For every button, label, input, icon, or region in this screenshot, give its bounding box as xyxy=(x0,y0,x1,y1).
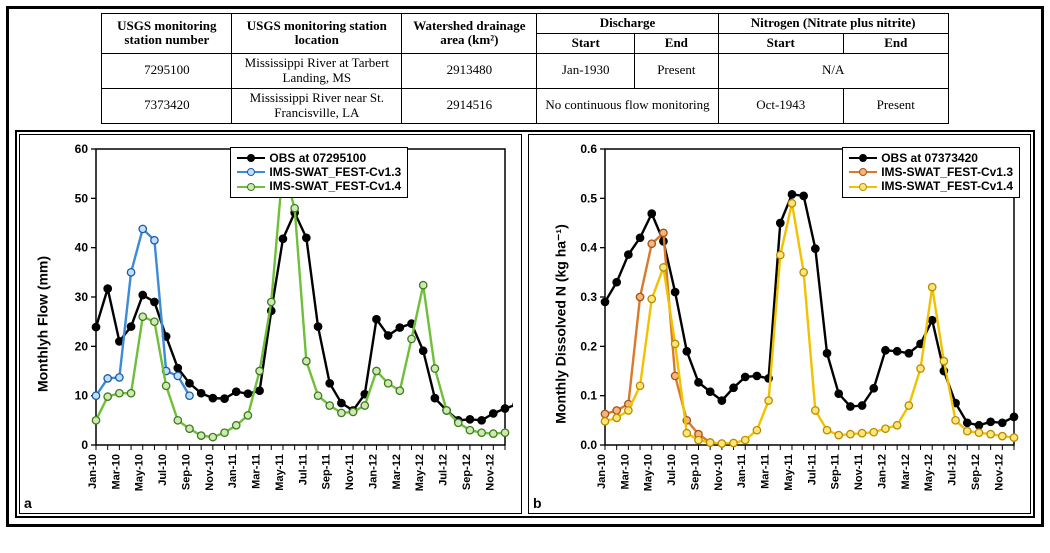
th-nitrogen-end: End xyxy=(843,33,948,53)
svg-text:Jul-10: Jul-10 xyxy=(666,454,678,486)
legend-row: IMS-SWAT_FEST-Cv1.4 xyxy=(849,179,1013,193)
table-row: 7373420 Mississippi River near St. Franc… xyxy=(102,88,948,123)
svg-text:Mar-12: Mar-12 xyxy=(900,454,912,489)
legend-row: IMS-SWAT_FEST-Cv1.3 xyxy=(849,165,1013,179)
svg-text:0.3: 0.3 xyxy=(580,290,597,304)
svg-text:Sep-10: Sep-10 xyxy=(180,454,192,490)
svg-text:60: 60 xyxy=(75,143,89,156)
svg-text:0.6: 0.6 xyxy=(580,143,597,156)
svg-text:Jan-12: Jan-12 xyxy=(367,454,379,489)
cell-d-start: Jan-1930 xyxy=(537,53,635,88)
th-station-location: USGS monitoring station location xyxy=(232,14,402,54)
svg-text:Jan-11: Jan-11 xyxy=(736,454,748,488)
svg-text:May-11: May-11 xyxy=(274,454,286,491)
svg-text:May-10: May-10 xyxy=(643,454,655,491)
cell-num: 7373420 xyxy=(102,88,232,123)
cell-area: 2914516 xyxy=(402,88,537,123)
cell-loc: Mississippi River near St. Francisville,… xyxy=(232,88,402,123)
panel-label-a: a xyxy=(24,495,32,511)
svg-text:0.4: 0.4 xyxy=(580,240,597,254)
svg-text:40: 40 xyxy=(75,240,89,254)
svg-text:Nov-12: Nov-12 xyxy=(484,454,496,491)
svg-text:Nov-10: Nov-10 xyxy=(713,454,725,491)
svg-text:Jul-12: Jul-12 xyxy=(947,454,959,486)
svg-text:30: 30 xyxy=(75,290,89,304)
ylabel-a: Monthlyh Flow (mm) xyxy=(34,256,50,392)
svg-text:Jul-12: Jul-12 xyxy=(438,454,450,486)
svg-text:May-10: May-10 xyxy=(134,454,146,491)
charts-row: a Monthlyh Flow (mm) 0 10 20 30 40 50 60 Jan-10… xyxy=(15,130,1035,518)
th-discharge-end: End xyxy=(635,33,719,53)
svg-text:Nov-10: Nov-10 xyxy=(204,454,216,491)
ylabel-b: Monthly Dissolved N (kg ha⁻¹) xyxy=(552,224,569,424)
legend-row: OBS at 07295100 xyxy=(237,151,401,165)
svg-text:Sep-11: Sep-11 xyxy=(321,454,333,489)
legend-label: IMS-SWAT_FEST-Cv1.3 xyxy=(881,165,1013,179)
svg-text:Nov-11: Nov-11 xyxy=(344,454,356,490)
cell-loc: Mississippi River at Tarbert Landing, MS xyxy=(232,53,402,88)
svg-text:20: 20 xyxy=(75,339,89,353)
cell-area: 2913480 xyxy=(402,53,537,88)
svg-text:Sep-11: Sep-11 xyxy=(830,454,842,489)
svg-text:Jan-10: Jan-10 xyxy=(596,454,608,489)
svg-text:Mar-12: Mar-12 xyxy=(391,454,403,489)
legend-row: OBS at 07373420 xyxy=(849,151,1013,165)
th-nitrogen: Nitrogen (Nitrate plus nitrite) xyxy=(718,14,948,34)
th-discharge: Discharge xyxy=(537,14,718,34)
legend-label: IMS-SWAT_FEST-Cv1.4 xyxy=(269,179,401,193)
legend-label: IMS-SWAT_FEST-Cv1.3 xyxy=(269,165,401,179)
panel-b: b Monthly Dissolved N (kg ha⁻¹) 0.0 0.1 0.… xyxy=(528,134,1031,514)
svg-text:Mar-10: Mar-10 xyxy=(110,454,122,489)
legend-label: OBS at 07295100 xyxy=(269,151,366,165)
legend-row: IMS-SWAT_FEST-Cv1.3 xyxy=(237,165,401,179)
svg-text:10: 10 xyxy=(75,388,89,402)
svg-text:May-12: May-12 xyxy=(414,454,426,491)
legend-label: OBS at 07373420 xyxy=(881,151,978,165)
cell-n-start: Oct-1943 xyxy=(718,88,843,123)
svg-text:Jan-11: Jan-11 xyxy=(227,454,239,488)
svg-text:0.0: 0.0 xyxy=(580,438,597,452)
th-station-number: USGS monitoring station number xyxy=(102,14,232,54)
cell-n-end: Present xyxy=(843,88,948,123)
svg-text:0: 0 xyxy=(81,438,88,452)
svg-text:Jul-11: Jul-11 xyxy=(297,454,309,485)
svg-text:Nov-12: Nov-12 xyxy=(993,454,1005,491)
svg-text:Mar-11: Mar-11 xyxy=(251,454,263,489)
svg-text:Mar-10: Mar-10 xyxy=(619,454,631,489)
svg-text:Jan-10: Jan-10 xyxy=(87,454,99,489)
svg-text:Jan-12: Jan-12 xyxy=(876,454,888,489)
svg-text:Sep-10: Sep-10 xyxy=(689,454,701,490)
svg-text:0.5: 0.5 xyxy=(580,191,597,205)
cell-d-noflow: No continuous flow monitoring xyxy=(537,88,718,123)
svg-text:Mar-11: Mar-11 xyxy=(760,454,772,489)
svg-text:May-12: May-12 xyxy=(923,454,935,491)
panel-label-b: b xyxy=(533,495,542,511)
th-drainage-area: Watershed drainage area (km²) xyxy=(402,14,537,54)
cell-n-na: N/A xyxy=(718,53,948,88)
station-table: USGS monitoring station number USGS moni… xyxy=(101,13,948,124)
legend-row: IMS-SWAT_FEST-Cv1.4 xyxy=(237,179,401,193)
th-discharge-start: Start xyxy=(537,33,635,53)
legend-b: OBS at 07373420IMS-SWAT_FEST-Cv1.3IMS-SW… xyxy=(842,147,1020,198)
svg-text:0.1: 0.1 xyxy=(580,388,597,402)
cell-num: 7295100 xyxy=(102,53,232,88)
table-row: 7295100 Mississippi River at Tarbert Lan… xyxy=(102,53,948,88)
legend-a: OBS at 07295100IMS-SWAT_FEST-Cv1.3IMS-SW… xyxy=(230,147,408,198)
th-nitrogen-start: Start xyxy=(718,33,843,53)
svg-text:Jul-10: Jul-10 xyxy=(157,454,169,486)
svg-text:0.2: 0.2 xyxy=(580,339,597,353)
cell-d-end: Present xyxy=(635,53,719,88)
svg-text:Jul-11: Jul-11 xyxy=(806,454,818,485)
svg-text:May-11: May-11 xyxy=(783,454,795,491)
figure-frame: USGS monitoring station number USGS moni… xyxy=(6,6,1044,527)
svg-text:Sep-12: Sep-12 xyxy=(970,454,982,490)
svg-text:Sep-12: Sep-12 xyxy=(461,454,473,490)
legend-label: IMS-SWAT_FEST-Cv1.4 xyxy=(881,179,1013,193)
svg-text:50: 50 xyxy=(75,191,89,205)
panel-a: a Monthlyh Flow (mm) 0 10 20 30 40 50 60 Jan-10… xyxy=(19,134,522,514)
svg-text:Nov-11: Nov-11 xyxy=(853,454,865,490)
